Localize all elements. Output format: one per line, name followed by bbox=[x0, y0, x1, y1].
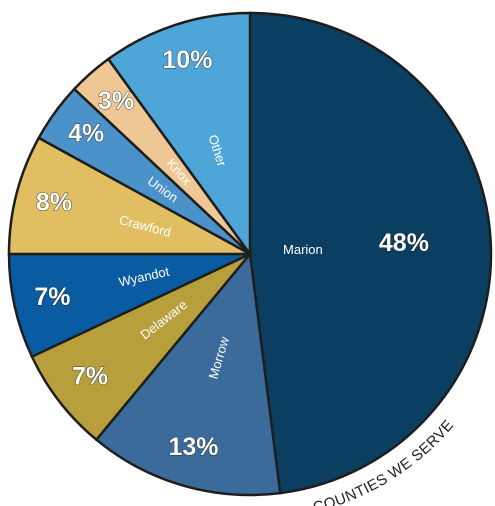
slice-label: Marion bbox=[283, 242, 323, 257]
value-label: 3% bbox=[98, 87, 134, 115]
value-label: 13% bbox=[168, 433, 218, 461]
value-label: 10% bbox=[162, 46, 212, 74]
pie-slice bbox=[7, 252, 251, 359]
pie-slice bbox=[106, 11, 252, 258]
value-label: 48% bbox=[379, 229, 429, 257]
pie-slice bbox=[94, 250, 282, 497]
value-label: 4% bbox=[68, 120, 104, 148]
pie-slice bbox=[7, 136, 251, 256]
pie-slice bbox=[30, 252, 251, 442]
value-label: 7% bbox=[34, 283, 70, 311]
value-label: 8% bbox=[36, 188, 72, 216]
value-label: 7% bbox=[72, 363, 108, 391]
pie-slice bbox=[248, 11, 493, 495]
